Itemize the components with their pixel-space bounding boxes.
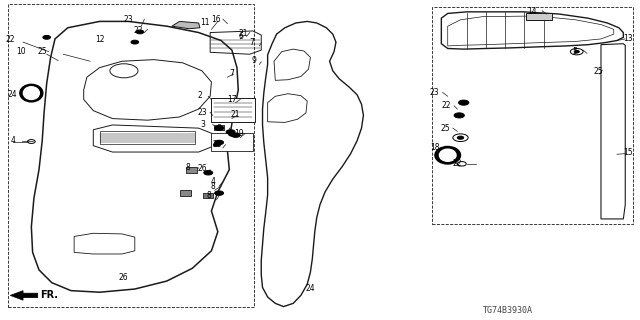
Text: 19: 19 xyxy=(234,129,243,138)
Bar xyxy=(211,98,255,122)
Text: TG74B3930A: TG74B3930A xyxy=(483,306,533,315)
Text: 22: 22 xyxy=(6,35,15,44)
Circle shape xyxy=(131,40,139,44)
Circle shape xyxy=(454,113,465,118)
Text: 9: 9 xyxy=(252,56,257,65)
Ellipse shape xyxy=(435,147,461,164)
Text: 10: 10 xyxy=(17,47,26,56)
Bar xyxy=(8,4,254,307)
Text: 3: 3 xyxy=(200,120,205,129)
Text: 21: 21 xyxy=(238,29,248,38)
Text: 7: 7 xyxy=(229,69,234,78)
Text: 17: 17 xyxy=(227,95,237,104)
Text: 20: 20 xyxy=(212,140,222,149)
Ellipse shape xyxy=(440,149,456,161)
Bar xyxy=(214,125,224,130)
Text: 16: 16 xyxy=(211,15,221,24)
Bar xyxy=(203,193,213,198)
Circle shape xyxy=(458,136,464,139)
Text: 24: 24 xyxy=(7,90,17,99)
Text: 8: 8 xyxy=(210,182,215,191)
Text: 22: 22 xyxy=(134,26,143,35)
Text: 4: 4 xyxy=(210,177,215,186)
Text: 23: 23 xyxy=(430,88,440,97)
Circle shape xyxy=(214,140,223,145)
Text: 23: 23 xyxy=(197,108,207,117)
Text: 8: 8 xyxy=(206,191,211,200)
Ellipse shape xyxy=(20,84,43,102)
Circle shape xyxy=(226,130,235,134)
Circle shape xyxy=(214,191,223,196)
Ellipse shape xyxy=(24,87,39,100)
Circle shape xyxy=(228,133,235,136)
Circle shape xyxy=(231,133,240,137)
Text: 15: 15 xyxy=(623,148,633,157)
Circle shape xyxy=(214,126,223,130)
Text: 2: 2 xyxy=(197,91,202,100)
Bar xyxy=(432,7,633,224)
Circle shape xyxy=(204,171,212,175)
Circle shape xyxy=(574,50,579,53)
Text: 21: 21 xyxy=(230,110,240,119)
Text: 5: 5 xyxy=(572,47,577,56)
Text: 8: 8 xyxy=(186,163,191,172)
Circle shape xyxy=(459,100,468,105)
Text: 6: 6 xyxy=(238,32,243,41)
Text: 26: 26 xyxy=(197,164,207,173)
Circle shape xyxy=(213,143,220,146)
Bar xyxy=(525,13,552,20)
Text: 22: 22 xyxy=(453,159,462,168)
Text: 14: 14 xyxy=(527,7,537,16)
Polygon shape xyxy=(10,291,38,300)
Text: 8: 8 xyxy=(216,124,221,132)
Text: 22: 22 xyxy=(442,101,451,110)
Text: 18: 18 xyxy=(430,143,439,152)
Text: 7: 7 xyxy=(250,38,255,47)
Text: 4: 4 xyxy=(10,136,15,145)
Bar xyxy=(211,132,253,151)
Text: 13: 13 xyxy=(623,35,633,44)
Text: 11: 11 xyxy=(200,18,209,27)
Circle shape xyxy=(136,30,144,34)
Text: 26: 26 xyxy=(119,273,129,282)
Bar xyxy=(100,131,195,144)
Text: 23: 23 xyxy=(124,15,133,24)
Text: 12: 12 xyxy=(95,35,105,44)
Bar xyxy=(179,190,191,196)
Text: 24: 24 xyxy=(306,284,316,292)
Circle shape xyxy=(43,36,51,39)
Text: 25: 25 xyxy=(38,47,47,56)
Text: 25: 25 xyxy=(440,124,450,132)
Text: 25: 25 xyxy=(593,67,603,76)
Bar xyxy=(186,167,197,173)
Text: FR.: FR. xyxy=(40,291,58,300)
Polygon shape xyxy=(172,21,200,29)
Circle shape xyxy=(443,154,453,159)
